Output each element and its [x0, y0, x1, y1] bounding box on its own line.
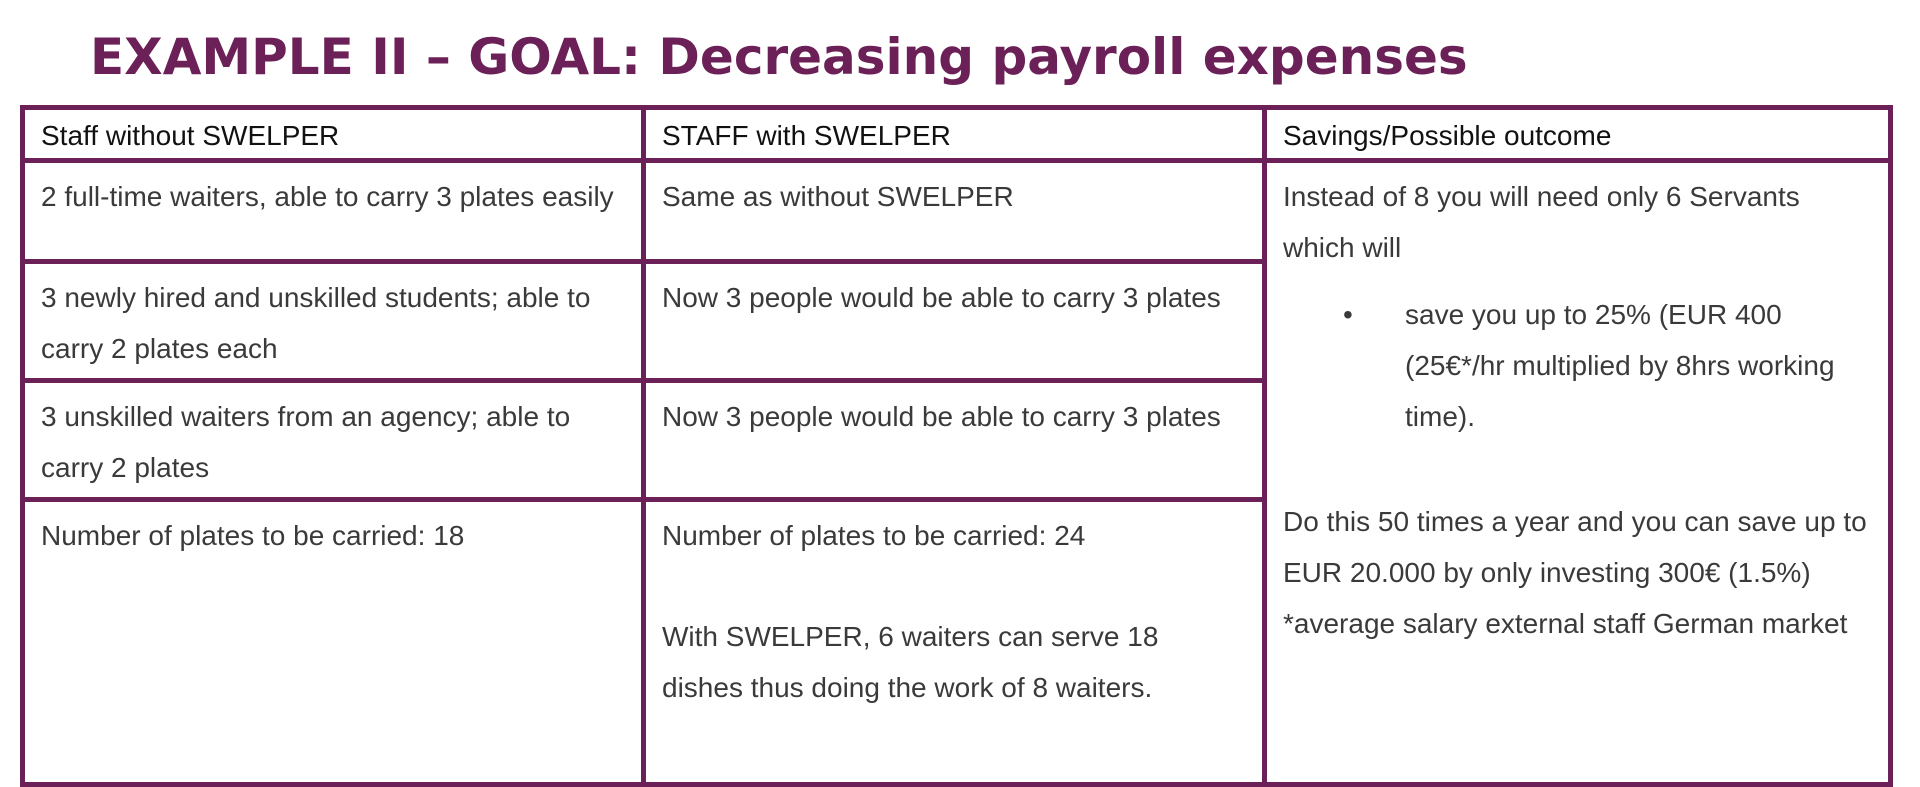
spacer [1283, 442, 1872, 496]
table-row: 3 unskilled waiters from an agency; able… [20, 378, 1891, 502]
table-header-row: Staff without SWELPER STAFF with SWELPER… [20, 105, 1893, 163]
table-row: Number of plates to be carried: 18 Numbe… [20, 497, 1891, 787]
cell-with-full-time-waiters: Same as without SWELPER [641, 158, 1267, 264]
savings-bullet-list: • save you up to 25% (EUR 400 (25€*/hr m… [1283, 289, 1872, 442]
savings-bullet: • save you up to 25% (EUR 400 (25€*/hr m… [1283, 289, 1872, 442]
savings-footnote: *average salary external staff German ma… [1283, 608, 1848, 639]
spacer [662, 561, 1246, 611]
swelper-note: With SWELPER, 6 waiters can serve 18 dis… [662, 621, 1159, 703]
cell-with-agency-waiters: Now 3 people would be able to carry 3 pl… [641, 378, 1267, 502]
header-savings: Savings/Possible outcome [1262, 105, 1893, 163]
cell-without-plates-total: Number of plates to be carried: 18 [20, 497, 646, 787]
bullet-icon: • [1343, 299, 1353, 330]
page-title: EXAMPLE II – GOAL: Decreasing payroll ex… [90, 28, 1468, 86]
header-staff-without: Staff without SWELPER [20, 105, 646, 163]
cell-savings: Instead of 8 you will need only 6 Servan… [1262, 158, 1893, 787]
savings-intro: Instead of 8 you will need only 6 Servan… [1283, 181, 1800, 263]
payroll-comparison-table: Staff without SWELPER STAFF with SWELPER… [20, 105, 1893, 787]
savings-summary: Do this 50 times a year and you can save… [1283, 506, 1867, 588]
table-row: 2 full-time waiters, able to carry 3 pla… [20, 158, 1893, 787]
table-row: 3 newly hired and unskilled students; ab… [20, 259, 1891, 383]
savings-bullet-text: save you up to 25% (EUR 400 (25€*/hr mul… [1405, 299, 1835, 432]
plates-total-text: Number of plates to be carried: 24 [662, 520, 1086, 551]
cell-without-full-time-waiters: 2 full-time waiters, able to carry 3 pla… [20, 158, 646, 264]
cell-without-agency-waiters: 3 unskilled waiters from an agency; able… [20, 378, 646, 502]
cell-with-plates-total: Number of plates to be carried: 24 With … [641, 497, 1267, 787]
header-staff-with: STAFF with SWELPER [641, 105, 1267, 163]
cell-without-students: 3 newly hired and unskilled students; ab… [20, 259, 646, 383]
cell-with-students: Now 3 people would be able to carry 3 pl… [641, 259, 1267, 383]
